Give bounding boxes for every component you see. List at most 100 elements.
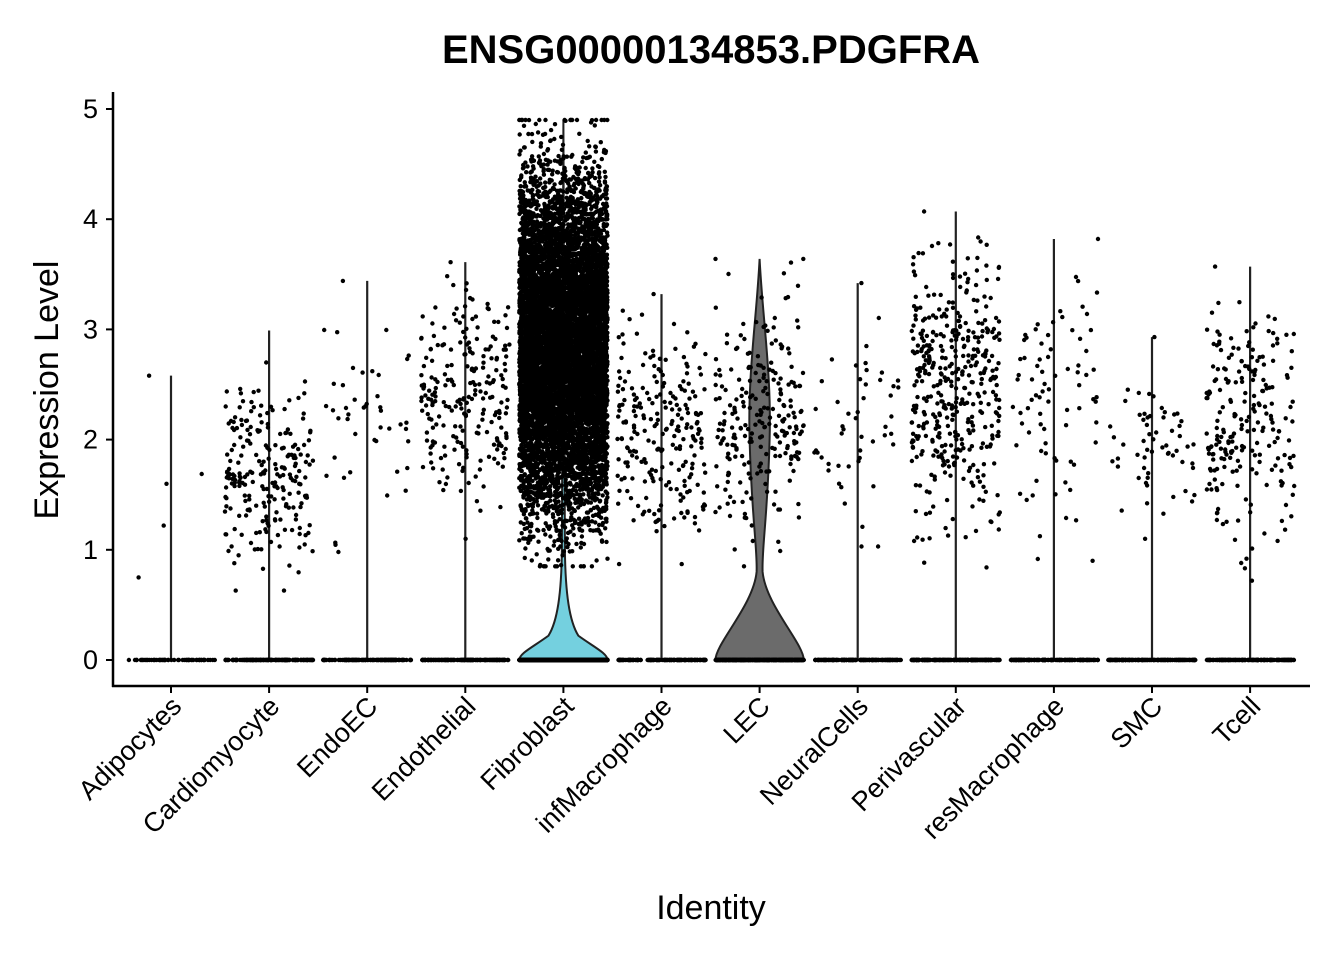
point <box>466 480 471 486</box>
point <box>429 460 434 465</box>
point <box>224 470 230 475</box>
point <box>126 657 132 663</box>
point <box>475 657 480 663</box>
point <box>247 508 252 513</box>
point <box>350 365 356 371</box>
point <box>593 149 599 154</box>
point <box>430 321 435 326</box>
point <box>282 406 287 412</box>
point <box>451 311 457 317</box>
point <box>245 472 250 477</box>
point <box>495 447 500 452</box>
point <box>239 417 244 423</box>
point <box>288 431 293 436</box>
point <box>461 314 466 319</box>
point <box>487 657 493 663</box>
point <box>296 570 301 575</box>
point <box>480 657 486 663</box>
point <box>424 355 429 360</box>
point <box>239 532 244 537</box>
point <box>240 480 245 486</box>
point <box>499 425 504 430</box>
point <box>297 531 302 537</box>
point <box>266 456 271 461</box>
point <box>500 657 505 663</box>
point <box>385 493 390 498</box>
point <box>254 452 259 458</box>
point <box>228 506 233 511</box>
point <box>406 439 411 444</box>
point <box>293 461 298 466</box>
point <box>433 305 438 310</box>
point <box>233 588 238 593</box>
point <box>503 368 508 373</box>
point <box>469 396 475 402</box>
point <box>237 480 242 485</box>
point <box>473 474 478 479</box>
point <box>259 547 264 552</box>
point <box>237 483 242 489</box>
point <box>486 454 492 459</box>
point <box>480 417 485 422</box>
point <box>536 154 541 159</box>
point <box>232 480 237 485</box>
point <box>503 343 508 348</box>
point <box>250 479 255 485</box>
point <box>333 542 338 547</box>
point <box>289 452 294 457</box>
point <box>419 335 424 341</box>
point <box>286 505 291 510</box>
point <box>345 416 350 422</box>
point <box>151 657 157 663</box>
point <box>368 657 373 663</box>
point <box>496 319 501 325</box>
point <box>230 425 235 431</box>
point <box>480 411 486 416</box>
point <box>257 530 262 535</box>
point <box>226 421 231 426</box>
point <box>254 530 259 536</box>
point <box>277 657 282 663</box>
point <box>310 549 315 554</box>
point <box>247 497 252 502</box>
point <box>463 657 468 663</box>
point <box>464 281 469 286</box>
point <box>376 372 381 378</box>
point <box>427 388 432 393</box>
point <box>237 474 242 479</box>
point <box>296 446 301 452</box>
point <box>199 657 204 663</box>
point <box>495 438 500 443</box>
point <box>464 451 469 457</box>
point <box>290 444 296 449</box>
point <box>503 411 509 416</box>
point <box>293 512 299 518</box>
point <box>303 459 309 465</box>
point <box>300 416 306 421</box>
point <box>370 369 375 374</box>
point <box>237 513 242 518</box>
point <box>261 459 266 464</box>
point <box>237 405 242 410</box>
point <box>457 320 462 325</box>
point <box>488 395 493 400</box>
point <box>447 404 452 410</box>
point <box>466 408 471 414</box>
point <box>307 462 312 467</box>
point <box>526 657 532 663</box>
point <box>249 399 254 405</box>
point <box>265 410 270 416</box>
point <box>388 657 393 663</box>
point <box>536 539 541 544</box>
point <box>332 455 337 460</box>
point <box>443 383 448 388</box>
point <box>451 434 456 439</box>
point <box>307 523 312 528</box>
point <box>259 420 264 425</box>
point <box>449 362 454 368</box>
point <box>491 442 497 447</box>
point <box>239 453 244 458</box>
point <box>425 411 430 417</box>
point <box>162 657 168 663</box>
point <box>249 409 254 414</box>
